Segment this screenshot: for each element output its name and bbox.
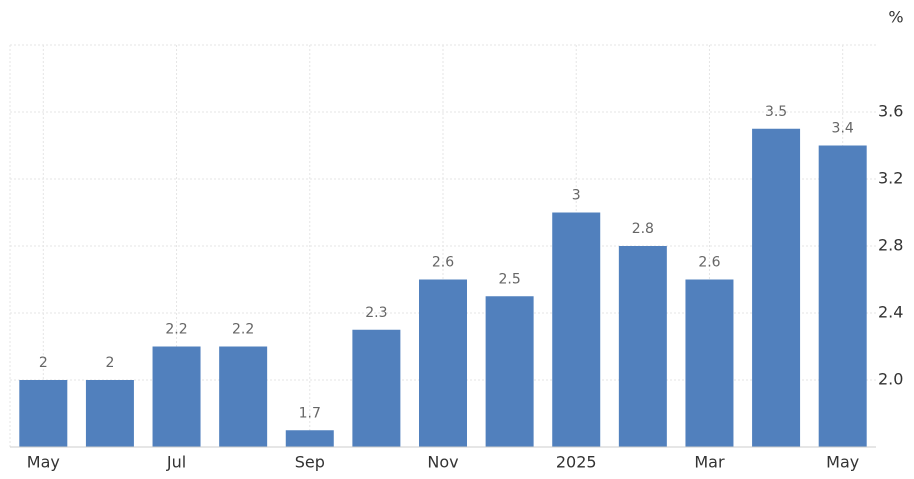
value-label: 2.5 <box>498 271 520 287</box>
value-label: 3 <box>572 188 581 204</box>
bar <box>352 329 401 447</box>
value-label: 2.3 <box>365 305 387 321</box>
bar <box>752 128 801 447</box>
x-tick-label: May <box>27 453 60 472</box>
bar <box>152 346 201 447</box>
value-label: 2.8 <box>632 221 654 237</box>
bar <box>618 246 667 447</box>
bar <box>219 346 268 447</box>
bar <box>552 212 601 447</box>
value-label: 2 <box>39 355 48 371</box>
value-label: 3.5 <box>765 104 787 120</box>
x-tick-label: Jul <box>166 453 186 472</box>
y-tick-label: 2.0 <box>878 370 903 389</box>
y-tick-label: 3.6 <box>878 102 903 121</box>
value-label: 2.6 <box>432 255 454 271</box>
x-tick-label: 2025 <box>556 453 597 472</box>
value-label: 2 <box>105 355 114 371</box>
bar <box>818 145 867 447</box>
value-label: 1.7 <box>299 405 321 421</box>
x-tick-label: Mar <box>694 453 725 472</box>
value-label: 2.6 <box>698 255 720 271</box>
value-label: 2.2 <box>232 322 254 338</box>
x-tick-label: Nov <box>427 453 458 472</box>
y-tick-label: 2.4 <box>878 303 903 322</box>
bar <box>419 279 467 447</box>
y-tick-label: 2.8 <box>878 236 903 255</box>
bar <box>85 380 134 447</box>
bar <box>485 296 534 447</box>
bar <box>285 430 334 447</box>
value-label: 2.2 <box>165 322 187 338</box>
bar <box>19 380 68 447</box>
x-tick-label: Sep <box>295 453 325 472</box>
x-tick-label: May <box>826 453 859 472</box>
bar <box>685 279 734 447</box>
y-axis-unit: % <box>888 8 903 27</box>
value-label: 3.4 <box>832 121 854 137</box>
y-tick-label: 3.2 <box>878 169 903 188</box>
